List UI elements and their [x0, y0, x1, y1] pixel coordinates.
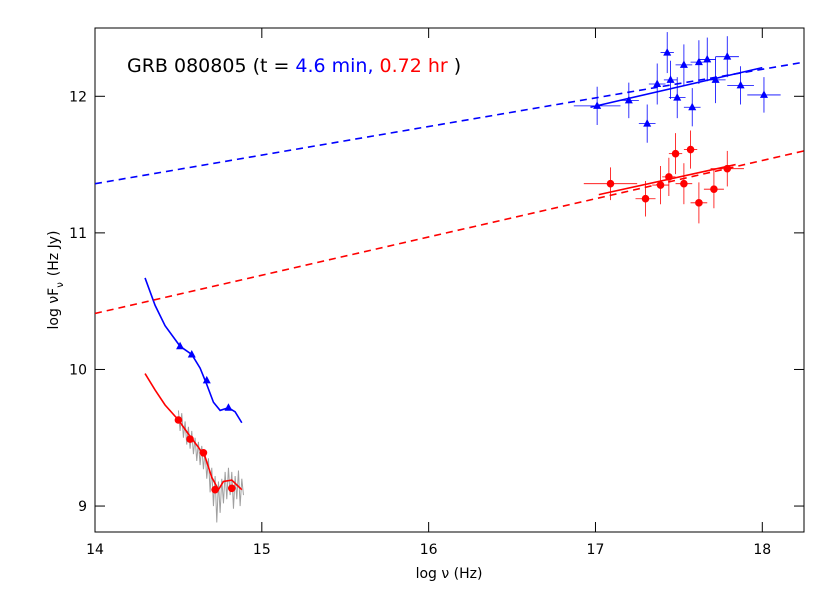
y-tick-label: 11 — [69, 226, 87, 242]
x-tick-label: 16 — [420, 542, 438, 558]
data-point — [686, 145, 695, 154]
data-point — [624, 95, 633, 104]
data-point — [606, 179, 615, 188]
title: GRB 080805 (t = 4.6 min, 0.72 hr) — [127, 55, 461, 77]
y-tick-label: 10 — [69, 362, 87, 378]
series-line — [590, 66, 763, 108]
x-axis-label: log ν (Hz) — [416, 566, 483, 582]
data-point — [759, 90, 768, 98]
y-label-unit: (Hz Jy) — [46, 231, 62, 277]
data-point — [211, 485, 219, 494]
data-point — [703, 54, 712, 63]
data-point — [695, 199, 703, 207]
x-tick-label: 17 — [587, 542, 605, 558]
y-label-sub: ν — [55, 282, 66, 288]
series-line — [177, 410, 244, 523]
data-point — [227, 484, 236, 493]
data-point — [656, 181, 665, 189]
data-point — [688, 102, 697, 111]
y-label-main: log νF — [46, 288, 62, 330]
x-tick-label: 15 — [253, 542, 271, 558]
title-part: ) — [454, 55, 461, 77]
x-tick-label: 18 — [753, 542, 771, 558]
data-point — [679, 60, 688, 68]
data-point — [174, 416, 183, 424]
data-point — [680, 179, 688, 188]
data-point — [723, 164, 732, 173]
data-point — [694, 57, 703, 66]
data-point — [671, 149, 680, 158]
data-point — [202, 375, 211, 384]
data-point — [711, 75, 720, 83]
data-point — [665, 173, 673, 181]
plot-frame — [94, 27, 805, 533]
data-point — [224, 403, 233, 411]
title-part: 4.6 min, — [295, 55, 373, 77]
data-point — [593, 101, 602, 109]
data-point — [663, 48, 672, 56]
data-point — [641, 194, 650, 203]
data-point — [199, 448, 208, 457]
data-point — [736, 80, 745, 89]
data-point — [187, 349, 196, 358]
data-point — [643, 119, 652, 127]
data-point — [653, 79, 662, 87]
x-tick-label: 14 — [86, 542, 104, 558]
data-point — [723, 52, 732, 60]
plot-area — [95, 32, 804, 523]
data-point — [176, 341, 185, 350]
series-line — [144, 277, 243, 424]
title-part: GRB 080805 (t = — [127, 55, 289, 77]
y-tick-label: 12 — [69, 89, 87, 105]
data-point — [186, 435, 194, 443]
y-axis-label: log νFν (Hz Jy) — [46, 231, 66, 330]
data-point — [710, 185, 718, 193]
series-line — [95, 61, 804, 185]
y-tick-label: 9 — [78, 499, 87, 515]
series-line — [144, 373, 243, 492]
data-point — [673, 93, 682, 101]
data-point — [666, 75, 675, 83]
title-part: 0.72 hr — [380, 55, 448, 77]
series-line — [95, 150, 804, 315]
